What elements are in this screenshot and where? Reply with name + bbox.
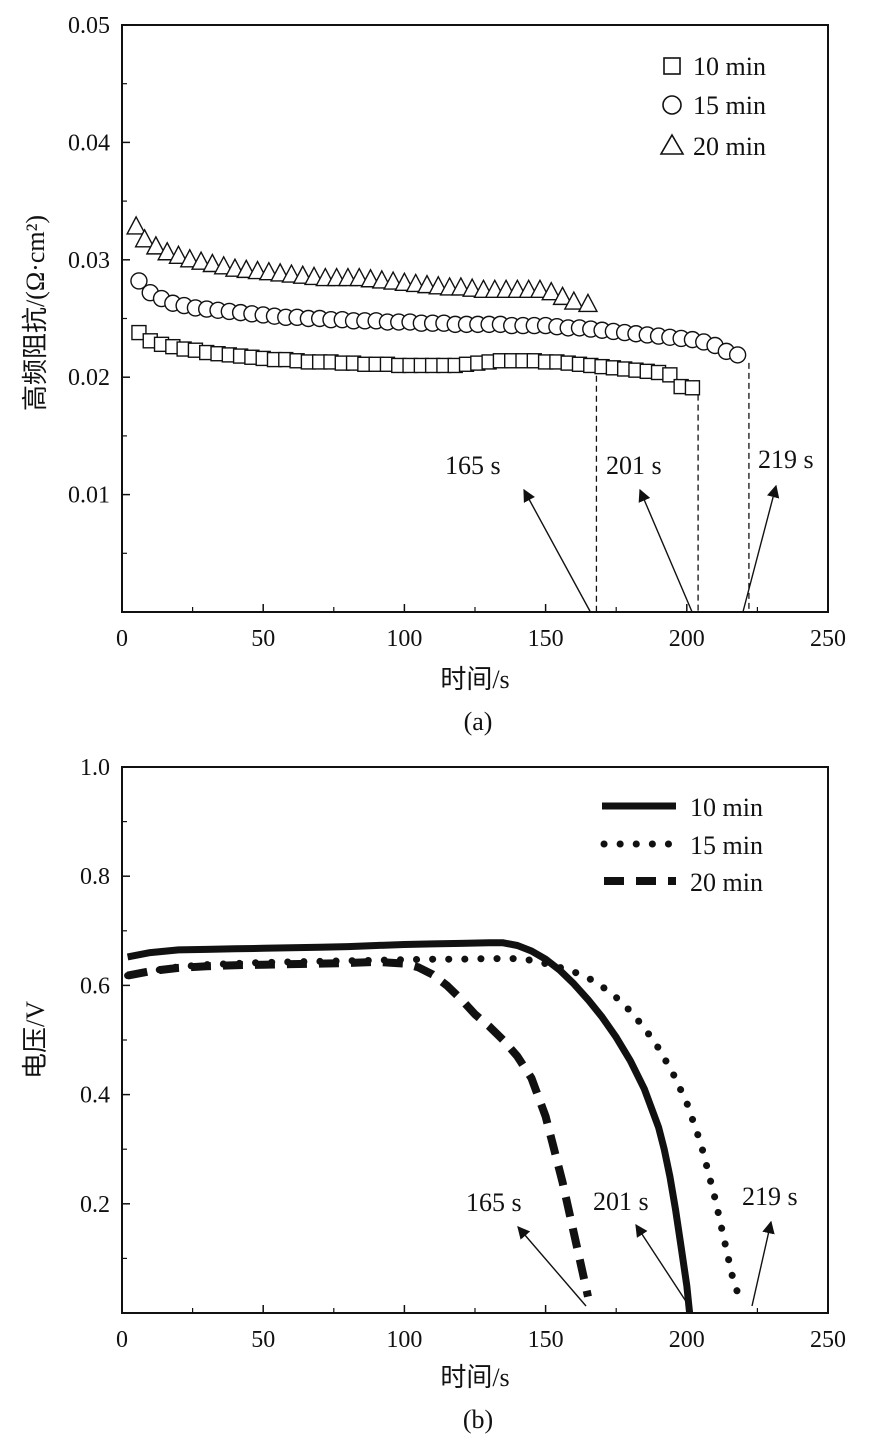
x-axis-label-a: 时间/s	[440, 665, 509, 694]
annotation-label-a: 201 s	[606, 451, 662, 480]
y-tick-label-a: 0.02	[68, 365, 110, 391]
legend-a-label-20: 20 min	[693, 132, 766, 161]
annotation-label-a: 219 s	[758, 445, 814, 474]
x-tick-label-b: 250	[810, 1327, 846, 1353]
data-point-triangle	[190, 250, 212, 270]
legend-a-triangle-icon	[659, 133, 685, 155]
annotation-arrow-b	[517, 1226, 587, 1307]
y-tick-label-b: 0.2	[80, 1192, 110, 1218]
panel-b-voltage-chart: 0 50 100 150 200 250 0.2 0.4 0.6 0.8 1.0 165 s 201…	[21, 755, 846, 1434]
annotation-arrow-b	[751, 1220, 775, 1307]
data-point-triangle	[552, 285, 573, 306]
annotation-label-b: 201 s	[593, 1187, 649, 1216]
y-tick-label-a: 0.05	[68, 13, 110, 39]
x-tick-label-a: 150	[528, 626, 564, 652]
legend-b-label-15: 15 min	[690, 831, 763, 860]
y-tick-label-b: 0.4	[80, 1083, 110, 1109]
y-axis-label-b: 电压/V	[21, 1001, 50, 1079]
legend-a: 10 min 15 min 20 min	[659, 52, 766, 161]
legend-a-label-15: 15 min	[693, 91, 766, 120]
x-tick-label-a: 250	[810, 626, 846, 652]
data-point-square	[131, 324, 147, 341]
x-tick-label-b: 0	[116, 1327, 128, 1353]
panel-a-impedance-chart: 0 50 100 150 200 250 0.01 0.02 0.03 0.04 0.05 165…	[21, 13, 846, 736]
x-tick-label-a: 0	[116, 626, 128, 652]
data-point-triangle	[577, 292, 599, 313]
annotation-label-a: 165 s	[445, 451, 501, 480]
data-point-triangle	[125, 215, 147, 235]
series-a-10-min	[131, 324, 701, 396]
caption-a: (a)	[464, 707, 493, 736]
y-tick-label-b: 1.0	[80, 755, 110, 781]
annotation-label-b: 219 s	[742, 1182, 798, 1211]
data-point-triangle	[134, 228, 155, 248]
data-point-circle	[130, 272, 148, 290]
series-b-20-min-line	[126, 957, 592, 1298]
y-tick-label-b: 0.6	[80, 973, 110, 999]
x-tick-label-b: 150	[528, 1327, 564, 1353]
x-tick-label-b: 100	[386, 1327, 422, 1353]
data-point-triangle	[179, 248, 200, 268]
y-tick-label-b: 0.8	[80, 864, 110, 890]
data-point-triangle	[213, 255, 234, 275]
series-b-10-min-line	[126, 939, 694, 1314]
series-b-15-min-line	[124, 955, 744, 1306]
annotation-label-b: 165 s	[466, 1188, 522, 1217]
annotation-arrow-a	[742, 484, 780, 613]
annotation-arrow-b	[635, 1223, 690, 1307]
x-tick-label-a: 100	[386, 626, 422, 652]
y-tick-label-a: 0.04	[68, 130, 110, 156]
legend-a-circle-icon	[662, 95, 682, 115]
series-a-20-min	[125, 215, 599, 313]
data-point-triangle	[541, 281, 562, 301]
data-point-square	[662, 367, 678, 383]
data-point-square	[684, 380, 701, 396]
legend-b: 10 min 15 min 20 min	[600, 793, 763, 897]
x-tick-label-a: 200	[669, 626, 705, 652]
data-point-triangle	[202, 252, 223, 273]
y-axis-label-a: 高频阻抗/(Ω·cm²)	[21, 215, 50, 411]
data-point-circle	[728, 346, 747, 364]
data-point-triangle	[168, 244, 189, 264]
y-tick-label-a: 0.03	[68, 248, 110, 274]
x-tick-label-b: 50	[251, 1327, 275, 1353]
legend-a-label-10: 10 min	[693, 52, 766, 81]
series-a-15-min	[130, 272, 747, 364]
data-point-triangle	[157, 241, 178, 261]
legend-b-label-10: 10 min	[690, 793, 763, 822]
caption-b: (b)	[463, 1405, 493, 1434]
annotation-arrow-a	[523, 488, 592, 613]
legend-b-label-20: 20 min	[690, 868, 763, 897]
data-point-triangle	[563, 290, 585, 310]
annotation-arrow-a	[638, 488, 693, 613]
data-point-triangle	[145, 235, 167, 255]
y-tick-label-a: 0.01	[68, 483, 110, 509]
x-axis-label-b: 时间/s	[440, 1363, 509, 1392]
x-tick-label-b: 200	[669, 1327, 705, 1353]
x-tick-label-a: 50	[251, 626, 275, 652]
legend-a-square-icon	[663, 57, 681, 75]
data-point-triangle	[529, 278, 551, 299]
